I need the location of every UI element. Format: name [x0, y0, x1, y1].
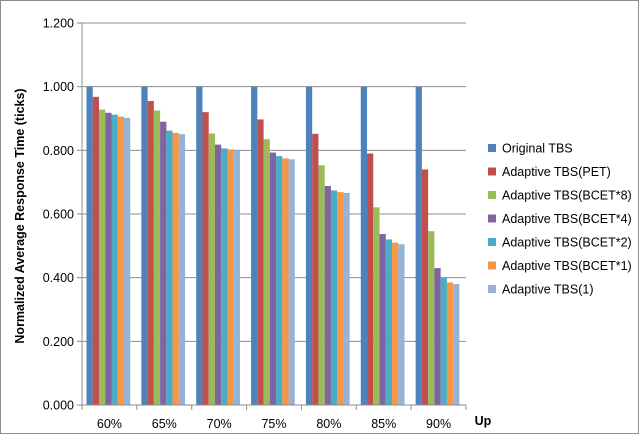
legend-swatch [488, 191, 496, 199]
bar [227, 149, 234, 405]
bar [305, 86, 313, 406]
bar [153, 110, 161, 406]
bar [178, 134, 186, 405]
legend-swatch [488, 214, 496, 223]
bar [343, 192, 350, 405]
x-tick-label: 70% [207, 417, 232, 431]
y-tick-label: 0.800 [43, 144, 74, 158]
bar [276, 156, 283, 405]
bar [288, 159, 295, 405]
y-tick-label: 0.200 [43, 335, 74, 349]
bar [415, 86, 422, 406]
legend-swatch [488, 261, 496, 270]
bar [446, 282, 454, 405]
bar [251, 86, 258, 406]
bar [330, 190, 338, 405]
bar [221, 148, 228, 405]
legend-swatch [488, 167, 496, 176]
bar [312, 133, 319, 405]
x-tick-label: 75% [261, 417, 286, 431]
bar [434, 268, 441, 405]
x-tick-label: 65% [152, 417, 177, 431]
bar [367, 153, 374, 405]
bar [92, 96, 99, 405]
bar [117, 116, 124, 405]
legend-swatch [488, 285, 496, 293]
bar [202, 112, 209, 405]
legend-label: Original TBS [502, 142, 573, 156]
x-tick-label: 90% [426, 417, 451, 431]
bar [111, 114, 118, 406]
bar [147, 100, 154, 405]
bar [324, 185, 331, 405]
x-tick-label: 80% [316, 417, 341, 431]
bar [160, 121, 167, 405]
legend-label: Adaptive TBS(BCET*2) [502, 236, 632, 250]
legend-swatch [488, 144, 496, 152]
bar [208, 133, 215, 405]
bar [196, 86, 203, 406]
bar [99, 109, 106, 405]
bar [440, 277, 447, 405]
bar [385, 239, 393, 405]
y-tick-label: 0.400 [43, 271, 74, 285]
bar [141, 86, 148, 406]
y-tick-label: 0.000 [43, 399, 74, 413]
legend-label: Adaptive TBS(PET) [502, 165, 611, 179]
bar [318, 165, 325, 405]
bar [166, 130, 173, 405]
bar [392, 242, 399, 405]
legend-label: Adaptive TBS(BCET*4) [502, 212, 632, 226]
bar [214, 144, 222, 405]
bar [105, 112, 112, 406]
legend: Original TBS Adaptive TBS(PET) Adaptive TB… [488, 142, 632, 297]
legend-swatch [488, 238, 496, 246]
legend-label: Adaptive TBS(BCET*1) [502, 259, 632, 273]
y-axis-title: Normalized Average Response Time (ticks) [13, 88, 27, 343]
y-tick-label: 1.000 [43, 80, 74, 94]
bars [86, 86, 460, 406]
bar [263, 139, 270, 406]
axes: 0.000 0.200 0.400 0.600 0.800 1.000 1.200 60% 65… [43, 17, 467, 431]
bar [282, 158, 289, 405]
x-tick-label: 85% [371, 417, 396, 431]
bar [379, 234, 386, 405]
bar [428, 231, 435, 405]
bar [124, 117, 131, 405]
bar [257, 119, 264, 405]
x-tick-label: 60% [97, 417, 122, 431]
bar [398, 244, 405, 405]
legend-label: Adaptive TBS(1) [502, 283, 593, 297]
bar [337, 192, 344, 405]
legend-label: Adaptive TBS(BCET*8) [502, 189, 632, 203]
bar [233, 150, 240, 405]
y-tick-label: 0.600 [43, 208, 74, 222]
bar [172, 132, 179, 405]
y-tick-label: 1.200 [43, 17, 74, 31]
bar [269, 152, 277, 405]
bar [360, 86, 368, 406]
bar [86, 86, 93, 406]
bar [373, 207, 380, 405]
bar [453, 284, 460, 405]
x-axis-title: Up [475, 414, 492, 428]
bar [421, 169, 429, 405]
